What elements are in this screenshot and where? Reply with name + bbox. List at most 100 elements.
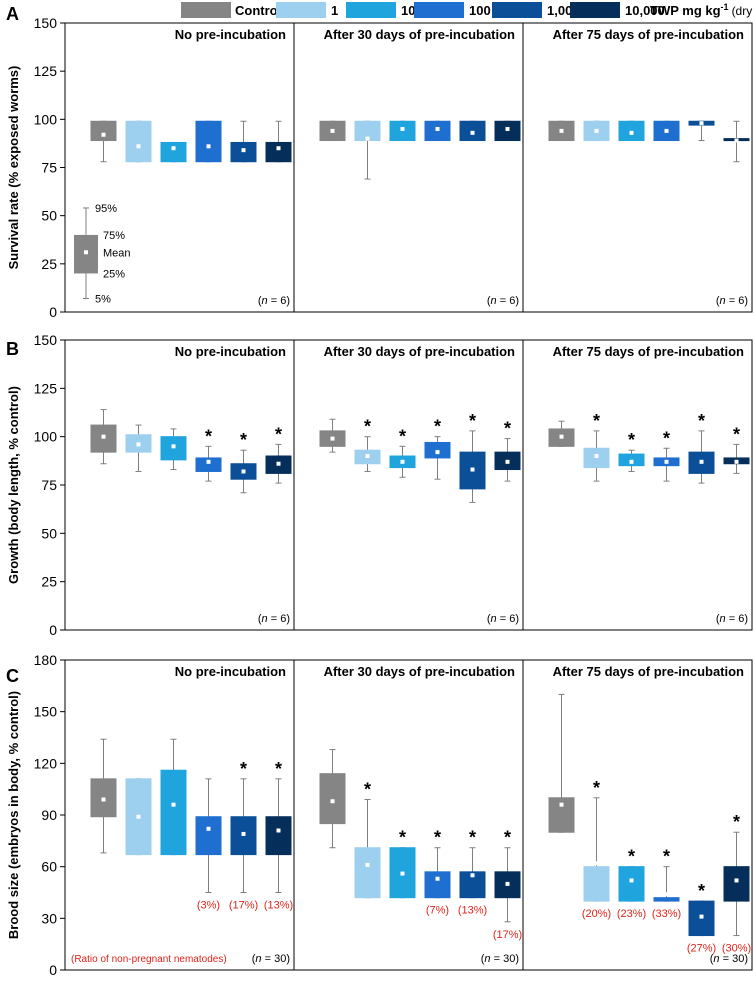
- box-10,000: [723, 120, 750, 163]
- n-label: (n = 30): [481, 953, 519, 965]
- panel-label: C: [6, 666, 19, 686]
- legend-label: Control: [235, 3, 281, 18]
- box-100: * (7%): [424, 828, 451, 917]
- y-tick-label: 30: [41, 910, 57, 926]
- significance-star: *: [240, 759, 247, 779]
- mean-marker: [505, 126, 510, 131]
- mean-marker: [699, 121, 704, 126]
- box-10,000: * (13%): [264, 759, 293, 912]
- mean-marker: [171, 802, 176, 807]
- significance-star: *: [663, 847, 670, 867]
- ratio-label: (3%): [197, 900, 220, 912]
- mean-marker: [136, 814, 141, 819]
- significance-star: *: [698, 881, 705, 901]
- n-label: (n = 6): [487, 613, 519, 625]
- mean-marker: [101, 797, 106, 802]
- y-tick-label: 125: [34, 380, 58, 396]
- box-10: [618, 120, 645, 142]
- mean-marker: [664, 459, 669, 464]
- mean-marker: [505, 459, 510, 464]
- ratio-label: (23%): [617, 908, 646, 920]
- box-1,000: [688, 120, 715, 142]
- legend-swatch: [570, 2, 620, 18]
- n-value: 6: [509, 613, 515, 625]
- box-10: [160, 738, 187, 856]
- panel-B: B Growth (body length, % control) 0 25 50 75 1…: [6, 332, 753, 638]
- y-tick-label: 0: [49, 622, 57, 638]
- n-label: (n = 6): [258, 295, 290, 307]
- box-100: *: [195, 426, 222, 482]
- significance-star: *: [399, 426, 406, 446]
- ratio-label: (13%): [458, 905, 487, 917]
- significance-star: *: [593, 411, 600, 431]
- mean-marker: [365, 454, 370, 458]
- mean-marker: [365, 136, 370, 141]
- mean-marker: [206, 144, 211, 149]
- y-tick-label: 50: [41, 525, 57, 541]
- significance-star: *: [593, 778, 600, 798]
- mean-marker: [276, 461, 281, 466]
- legend-label: 1: [331, 3, 338, 18]
- legend-item: 1: [276, 2, 338, 18]
- significance-star: *: [628, 847, 635, 867]
- box-10: [160, 141, 187, 163]
- mean-marker: [400, 126, 405, 131]
- y-tick-label: 0: [49, 304, 57, 320]
- box-1,000: [459, 120, 486, 142]
- mean-marker: [594, 128, 599, 133]
- box-key: 95% 75% Mean 25% 5%: [74, 203, 131, 306]
- mean-marker: [241, 831, 246, 836]
- y-tick-label: 25: [41, 574, 57, 590]
- legend-item: 1,000: [492, 2, 580, 18]
- group-title: After 75 days of pre-incubation: [553, 664, 744, 679]
- ratio-label: (27%): [687, 943, 716, 955]
- significance-star: *: [240, 430, 247, 450]
- legend-item: 10: [346, 2, 415, 18]
- box-body: [160, 141, 187, 163]
- key-label-mean: Mean: [103, 247, 131, 259]
- legend-label: 10,000: [625, 3, 665, 18]
- box-10: *: [389, 426, 416, 478]
- mean-marker: [734, 878, 739, 883]
- mean-marker: [629, 878, 634, 883]
- n-value: 6: [738, 613, 744, 625]
- mean-marker: [435, 450, 440, 455]
- key-label-95: 95%: [95, 203, 117, 215]
- box-1: [125, 424, 152, 472]
- mean-marker: [629, 130, 634, 135]
- n-value: 30: [732, 953, 744, 965]
- n-value: 6: [738, 295, 744, 307]
- box-1: [125, 120, 152, 163]
- legend-swatch: [181, 2, 231, 18]
- ratio-note: (Ratio of non-pregnant nematodes): [71, 954, 227, 965]
- box-1: * (20%): [582, 778, 611, 920]
- mean-marker: [276, 828, 281, 833]
- box-body: [583, 866, 610, 902]
- y-tick-label: 100: [34, 429, 58, 445]
- mean-marker: [505, 881, 510, 886]
- ratio-label: (30%): [722, 943, 751, 955]
- box-body: [195, 816, 222, 856]
- box-10: [160, 428, 187, 471]
- y-tick-label: 60: [41, 859, 57, 875]
- box-10,000: * (17%): [493, 828, 522, 941]
- mean-marker: [241, 469, 246, 474]
- mean-marker: [171, 146, 176, 151]
- box-100: * (33%): [652, 847, 681, 920]
- box-1: *: [354, 780, 381, 899]
- significance-star: *: [275, 759, 282, 779]
- box-1: [125, 778, 152, 856]
- box-Control: [319, 749, 346, 849]
- y-axis-label: Survival rate (% exposed worms): [6, 66, 21, 270]
- significance-star: *: [434, 828, 441, 848]
- group-title: After 30 days of pre-incubation: [324, 27, 515, 42]
- mean-marker: [559, 434, 564, 439]
- mean-marker: [664, 128, 669, 133]
- y-tick-label: 0: [49, 962, 57, 978]
- y-axis-label: Brood size (embryos in body, % control): [6, 691, 21, 939]
- box-100: [195, 120, 222, 163]
- y-tick-label: 120: [34, 755, 58, 771]
- y-tick-label: 180: [34, 652, 58, 668]
- ratio-label: (7%): [426, 905, 449, 917]
- mean-marker: [629, 459, 634, 464]
